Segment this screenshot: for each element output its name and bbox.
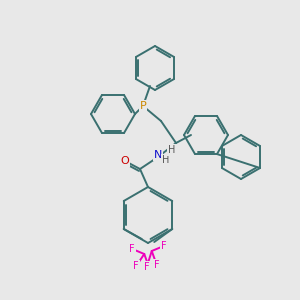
Text: F: F <box>146 263 152 273</box>
Text: H: H <box>168 145 176 155</box>
Text: H: H <box>162 155 170 165</box>
Text: P: P <box>140 101 146 111</box>
Text: N: N <box>154 150 162 160</box>
Text: F: F <box>134 261 139 271</box>
Text: F: F <box>129 244 135 254</box>
Text: F: F <box>161 241 167 251</box>
Text: O: O <box>121 156 129 166</box>
Text: F: F <box>154 260 160 270</box>
Text: F: F <box>144 262 150 272</box>
